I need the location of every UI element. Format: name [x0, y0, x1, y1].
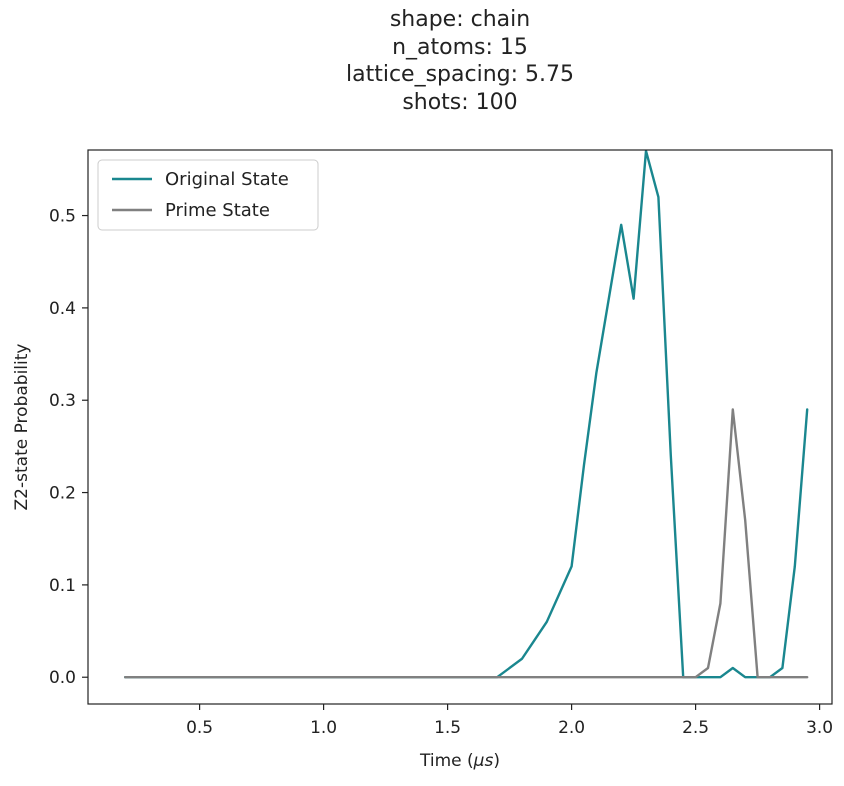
series-layer	[123, 149, 809, 679]
y-tick-label: 0.1	[49, 576, 76, 596]
y-axis: 0.0 0.1 0.2 0.3 0.4 0.5	[49, 207, 88, 688]
x-tick-label: 1.5	[434, 718, 461, 738]
legend-label-prime-state: Prime State	[165, 200, 270, 221]
title-line-atoms: n_atoms: 15	[392, 34, 528, 60]
x-tick-label: 0.5	[186, 718, 213, 738]
title-line-shape: shape: chain	[389, 7, 531, 32]
y-tick-label: 0.0	[49, 668, 76, 688]
x-tick-label: 2.0	[558, 718, 585, 738]
legend-label-original-state: Original State	[165, 169, 289, 190]
y-tick-label: 0.3	[49, 391, 76, 411]
x-axis-label-unit: μs	[473, 751, 494, 771]
title-line-spacing: lattice_spacing: 5.75	[345, 62, 574, 87]
x-tick-label: 1.0	[310, 718, 337, 738]
x-tick-label: 3.0	[806, 718, 833, 738]
legend-box	[97, 159, 319, 231]
chart-title: shape: chain n_atoms: 15 lattice_spacing…	[88, 6, 832, 116]
x-axis: 0.5 1.0 1.5 2.0 2.5 3.0	[186, 704, 833, 738]
y-tick-label: 0.4	[49, 299, 76, 319]
x-tick-label: 2.5	[682, 718, 709, 738]
y-axis-label: Z2-state Probability	[12, 344, 32, 511]
x-axis-label-close: )	[493, 751, 500, 771]
series-line-prime-state	[123, 408, 809, 679]
x-axis-label-main: Time (	[419, 751, 474, 771]
title-line-shots: shots: 100	[402, 89, 518, 115]
legend: Original State Prime State	[97, 159, 319, 231]
plot-frame	[87, 149, 833, 705]
y-tick-label: 0.2	[49, 484, 76, 504]
x-axis-label: Time (μs)	[419, 751, 500, 771]
plot-area	[88, 150, 832, 704]
y-tick-label: 0.5	[49, 207, 76, 227]
